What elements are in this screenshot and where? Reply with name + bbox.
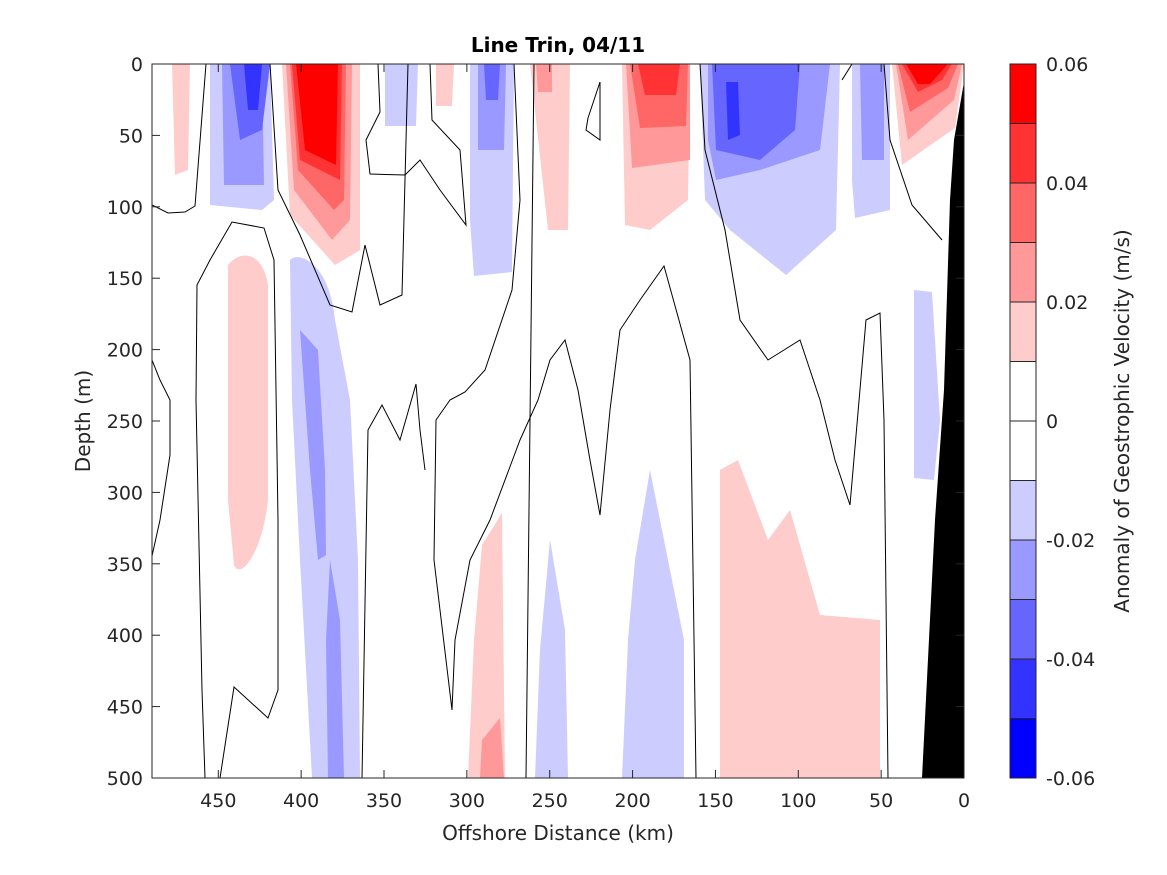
y-tick-label: 350	[107, 554, 143, 576]
y-tick-label: 450	[107, 697, 143, 719]
anomaly-region-negative-level2	[300, 330, 326, 560]
anomaly-region-positive-level1	[228, 255, 268, 570]
anomaly-region-negative-level3	[484, 64, 500, 100]
colorbar-swatch	[1010, 242, 1036, 302]
x-tick-label: 350	[366, 790, 402, 812]
x-tick-label: 250	[532, 790, 568, 812]
anomaly-region-negative-level1	[385, 64, 418, 126]
zero-contour	[525, 64, 535, 778]
anomaly-region-negative-level1	[622, 470, 684, 778]
colorbar-swatch	[1010, 540, 1036, 600]
anomaly-region-positive-level1	[436, 64, 454, 106]
anomaly-region-positive-level2	[536, 64, 552, 92]
anomaly-region-positive-level4	[638, 64, 680, 95]
colorbar-swatch	[1010, 718, 1036, 778]
anomaly-region-negative-level4	[244, 64, 262, 110]
anomaly-region-positive-level1	[172, 64, 190, 175]
zero-contour-lines	[152, 64, 943, 778]
anomaly-region-positive-level1	[530, 64, 570, 230]
zero-contour	[269, 64, 409, 313]
x-tick-label: 0	[958, 790, 970, 812]
zero-contour	[361, 383, 426, 778]
colorbar-swatch	[1010, 64, 1036, 124]
colorbar-tick-label: 0	[1046, 411, 1058, 433]
y-tick-label: 50	[119, 125, 143, 147]
zero-contour	[365, 64, 467, 227]
y-tick-label: 300	[107, 482, 143, 504]
y-tick-label: 100	[107, 197, 143, 219]
colorbar-label: Anomaly of Geostrophic Velocity (m/s)	[1110, 229, 1134, 612]
zero-contour	[883, 64, 943, 241]
colorbar-swatch	[1010, 123, 1036, 183]
colorbar: 0.06 0.04 0.02 0 -0.02 -0.04 -0.06	[1009, 54, 1095, 790]
zero-contour	[841, 64, 853, 81]
anomaly-region-negative-level2	[860, 64, 884, 160]
colorbar-swatch	[1010, 480, 1036, 540]
chart-title: Line Trin, 04/11	[471, 33, 645, 57]
zero-contour	[699, 64, 889, 778]
colorbar-swatch	[1010, 302, 1036, 362]
x-tick-label: 100	[780, 790, 816, 812]
x-axis: 450 400 350 300 250 200 150 100 50 0	[200, 64, 970, 812]
y-axis-label: Depth (m)	[71, 370, 95, 472]
x-tick-label: 400	[283, 790, 319, 812]
zero-contour	[433, 64, 697, 778]
anomaly-region-negative-level4	[726, 82, 740, 140]
anomaly-region-negative-level1	[914, 290, 940, 480]
y-tick-label: 0	[131, 54, 143, 76]
colorbar-swatch	[1010, 599, 1036, 659]
x-axis-label: Offshore Distance (km)	[442, 821, 674, 845]
colorbar-swatch	[1010, 183, 1036, 243]
y-tick-label: 150	[107, 268, 143, 290]
x-tick-label: 450	[200, 790, 236, 812]
anomaly-region-negative-level2	[478, 64, 506, 150]
y-axis: 0 50 100 150 200 250 300 350 400 450 500	[107, 54, 964, 790]
zero-contour	[585, 81, 601, 141]
x-tick-label: 50	[869, 790, 893, 812]
bathymetry-seafloor	[922, 82, 964, 778]
colorbar-tick-label: -0.02	[1046, 530, 1095, 552]
x-tick-label: 300	[449, 790, 485, 812]
anomaly-region-negative-level2	[326, 560, 344, 778]
colorbar-tick-label: 0.04	[1046, 173, 1088, 195]
plot-area	[152, 64, 964, 778]
anomaly-region-positive-level5	[296, 64, 338, 165]
anomaly-region-positive-level5	[906, 64, 948, 84]
anomaly-region-negative-level1	[535, 540, 568, 778]
y-tick-label: 500	[107, 768, 143, 790]
colorbar-tick-label: -0.06	[1046, 768, 1095, 790]
colorbar-tick-label: 0.06	[1046, 54, 1088, 76]
anomaly-region-positive-level2	[480, 718, 504, 778]
anomaly-region-positive-level1	[720, 460, 880, 778]
x-tick-label: 150	[697, 790, 733, 812]
y-tick-label: 400	[107, 625, 143, 647]
zero-contour	[195, 221, 279, 778]
colorbar-tick-label: 0.02	[1046, 292, 1088, 314]
colorbar-swatch	[1010, 659, 1036, 719]
zero-contour	[152, 64, 207, 214]
x-tick-label: 200	[614, 790, 650, 812]
zero-contour	[152, 359, 171, 557]
anomaly-region-positive-level1	[468, 513, 505, 778]
y-tick-label: 250	[107, 411, 143, 433]
colorbar-frame	[1009, 63, 1037, 779]
colorbar-tick-label: -0.04	[1046, 649, 1095, 671]
y-tick-label: 200	[107, 340, 143, 362]
